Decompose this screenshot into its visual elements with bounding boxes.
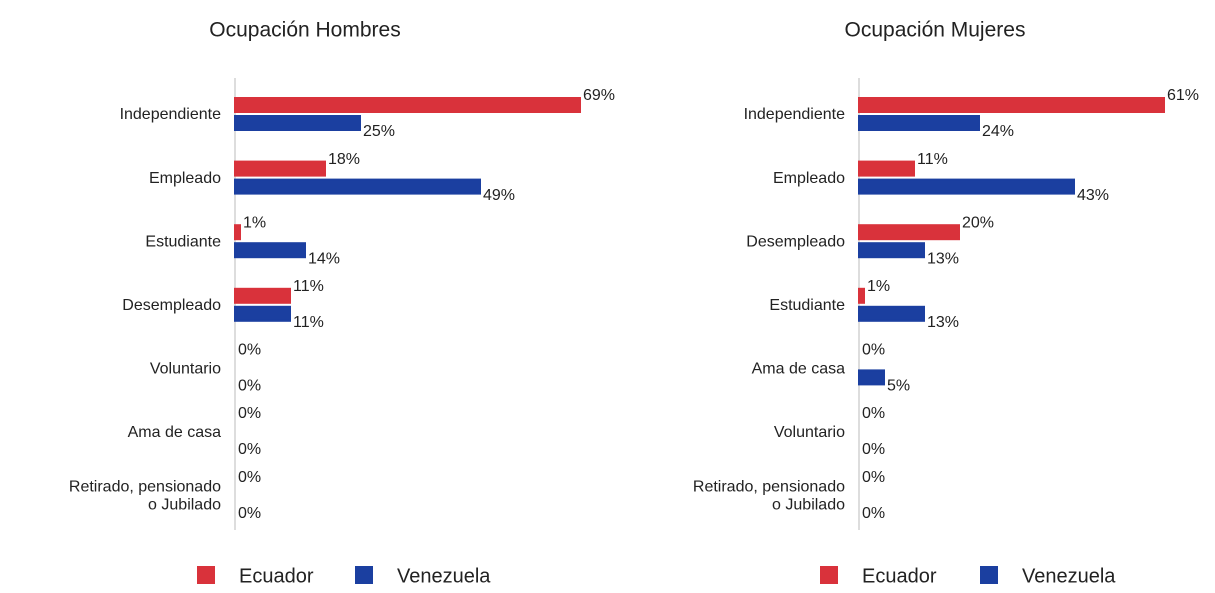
bar [858,97,1165,113]
value-label: 1% [867,278,890,295]
category-label: Voluntario [150,361,221,378]
legend-label: Ecuador [862,565,937,587]
legend-label: Ecuador [239,565,314,587]
bar [234,242,306,259]
bar [858,305,925,322]
bar [858,178,1075,195]
legend-label: Venezuela [1022,565,1116,587]
value-label: 0% [238,342,261,359]
bar [858,224,960,241]
category-label: Desempleado [122,297,221,314]
bar [858,287,865,304]
value-label: 0% [862,469,885,486]
bar [234,305,291,322]
category-label: Empleado [149,170,221,187]
value-label: 0% [238,378,261,395]
value-label: 49% [483,187,515,204]
value-label: 61% [1167,87,1199,104]
value-label: 0% [862,441,885,458]
value-label: 69% [583,87,615,104]
category-label: Estudiante [769,297,845,314]
category-label: Independiente [120,106,222,123]
value-label: 0% [238,469,261,486]
value-label: 14% [308,250,340,267]
bar [858,369,885,386]
value-label: 0% [238,505,261,522]
value-label: 25% [363,123,395,140]
chart-title: Ocupación Mujeres [845,19,1026,42]
value-label: 13% [927,250,959,267]
category-label: Independiente [744,106,846,123]
value-label: 11% [917,151,948,168]
value-label: 24% [982,123,1014,140]
bar [234,224,241,241]
bar [858,242,925,259]
bar [234,160,326,177]
chart-title: Ocupación Hombres [209,19,400,42]
value-label: 13% [927,314,959,331]
bar [234,178,481,195]
value-label: 18% [328,151,360,168]
value-label: 11% [293,314,324,331]
value-label: 5% [887,378,910,395]
value-label: 0% [862,405,885,422]
value-label: 43% [1077,187,1109,204]
legend-swatch [197,566,215,584]
legend-swatch [820,566,838,584]
category-label: Desempleado [746,233,845,250]
value-label: 1% [243,214,266,231]
category-label: Retirado, pensionado o Jubilado [693,479,845,514]
value-label: 0% [238,441,261,458]
category-label: Voluntario [774,424,845,441]
bar [858,160,915,177]
bar [858,115,980,131]
category-label: Estudiante [145,233,221,250]
legend-swatch [355,566,373,584]
bar [234,97,581,113]
category-label: Ama de casa [752,361,845,378]
value-label: 20% [962,214,994,231]
value-label: 0% [862,505,885,522]
category-label: Ama de casa [128,424,221,441]
legend-label: Venezuela [397,565,491,587]
value-label: 0% [862,342,885,359]
category-label: Empleado [773,170,845,187]
category-label: Retirado, pensionado o Jubilado [69,479,221,514]
value-label: 11% [293,278,324,295]
value-label: 0% [238,405,261,422]
bar [234,115,361,131]
legend-swatch [980,566,998,584]
bar [234,287,291,304]
